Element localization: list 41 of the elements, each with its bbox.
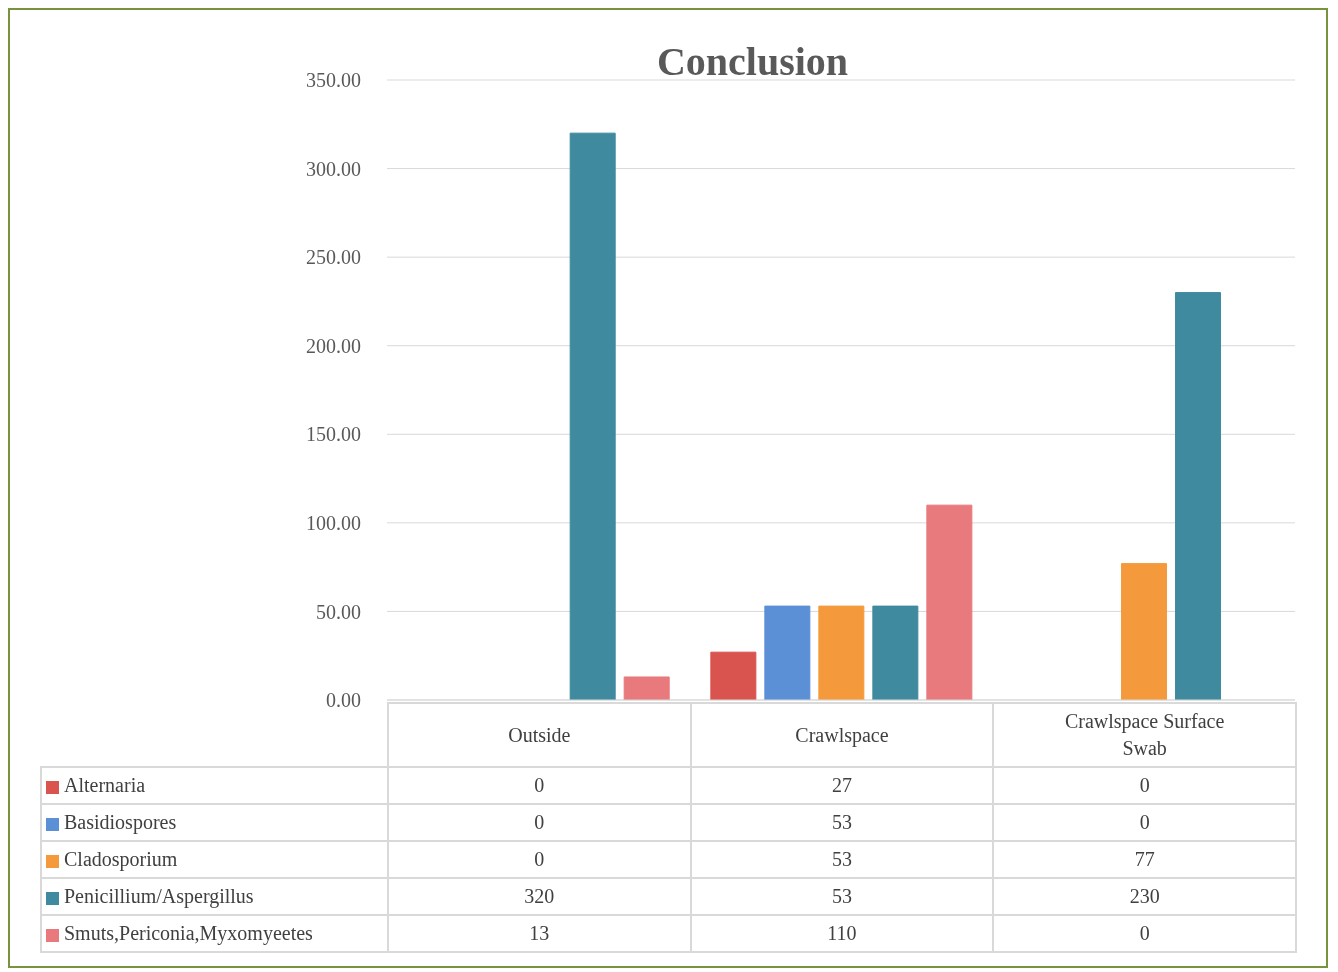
y-tick-label: 350.00 bbox=[306, 69, 361, 92]
bar bbox=[926, 504, 973, 700]
data-label: 0 bbox=[388, 767, 691, 804]
bar bbox=[764, 605, 811, 700]
data-label: 0 bbox=[993, 915, 1296, 952]
data-label: 27 bbox=[690, 767, 994, 804]
bar bbox=[1121, 563, 1168, 700]
y-tick-label: 200.00 bbox=[306, 334, 361, 357]
bar bbox=[1175, 292, 1222, 700]
y-tick-label: 50.00 bbox=[316, 600, 361, 623]
y-tick-label: 0.00 bbox=[326, 689, 361, 712]
bar bbox=[623, 676, 670, 700]
y-tick-label: 300.00 bbox=[306, 157, 361, 180]
y-tick-label: 250.00 bbox=[306, 246, 361, 269]
data-label: 13 bbox=[388, 915, 691, 952]
bar bbox=[569, 132, 616, 700]
bar bbox=[710, 651, 757, 700]
data-label: 0 bbox=[388, 841, 691, 878]
data-label: 53 bbox=[690, 841, 994, 878]
x-tick-label: Outside bbox=[388, 703, 691, 767]
data-label: 0 bbox=[993, 767, 1296, 804]
y-tick-label: 150.00 bbox=[306, 423, 361, 446]
data-label: 320 bbox=[388, 878, 691, 915]
legend-label: Alternaria bbox=[41, 767, 388, 804]
data-label: 230 bbox=[993, 878, 1296, 915]
legend-label: Smuts,Periconia,Myxomyeetes bbox=[41, 915, 388, 952]
bar bbox=[872, 605, 919, 700]
data-label: 110 bbox=[690, 915, 994, 952]
bar bbox=[818, 605, 865, 700]
data-label: 53 bbox=[690, 804, 994, 841]
x-tick-label: Crawlspace bbox=[690, 703, 994, 767]
legend-label: Basidiospores bbox=[41, 804, 388, 841]
x-tick-label: Crawlspace Surface Swab bbox=[993, 703, 1296, 767]
data-label: 53 bbox=[690, 878, 994, 915]
data-label: 0 bbox=[993, 804, 1296, 841]
y-tick-label: 100.00 bbox=[306, 511, 361, 534]
legend-label: Penicillium/Aspergillus bbox=[41, 878, 388, 915]
data-label: 77 bbox=[993, 841, 1296, 878]
data-label: 0 bbox=[388, 804, 691, 841]
chart-title: Conclusion bbox=[656, 39, 849, 84]
legend-label: Cladosporium bbox=[41, 841, 388, 878]
